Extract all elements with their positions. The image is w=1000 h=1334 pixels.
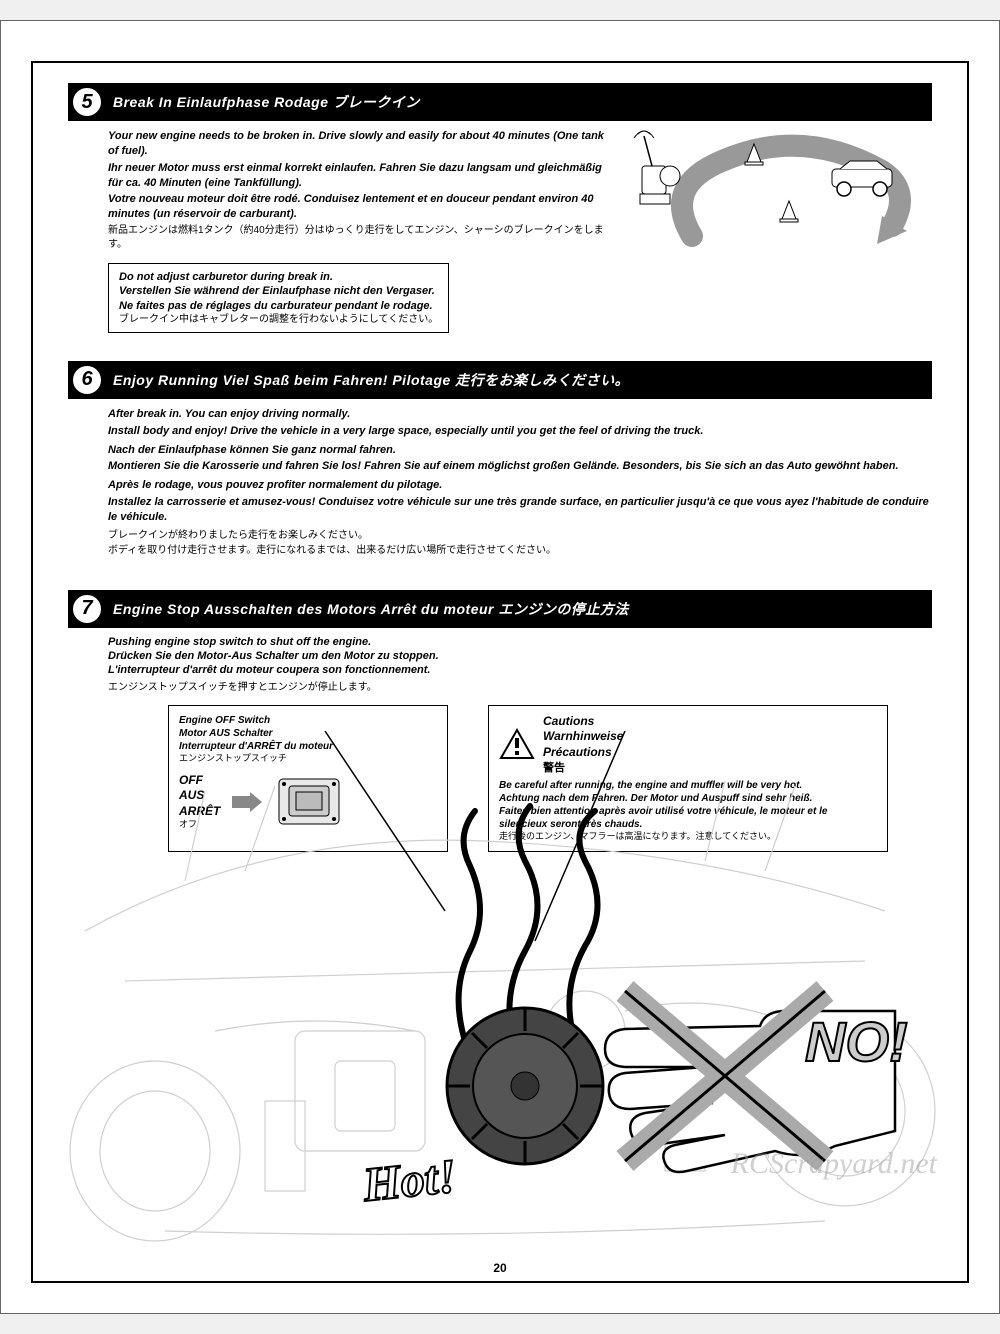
no-label: NO! xyxy=(805,1010,908,1073)
s5-note-de: Verstellen Sie während der Einlaufphase … xyxy=(119,284,438,298)
s6-en2: Install body and enjoy! Drive the vehicl… xyxy=(108,424,932,439)
section-header-7: 7 Engine Stop Ausschalten des Motors Arr… xyxy=(68,590,932,628)
s7-jp: エンジンストップスイッチを押すとエンジンが停止します。 xyxy=(108,678,932,693)
section-header-6: 6 Enjoy Running Viel Spaß beim Fahren! P… xyxy=(68,361,932,399)
s6-de1: Nach der Einlaufphase können Sie ganz no… xyxy=(108,443,932,458)
section-body-6: After break in. You can enjoy driving no… xyxy=(68,399,932,570)
s5-note-jp: ブレークイン中はキャブレターの調整を行わないようにしてください。 xyxy=(119,313,438,326)
s6-fr1: Après le rodage, vous pouvez profiter no… xyxy=(108,478,932,493)
s6-jp1: ブレークインが終わりましたら走行をお楽しみください。 xyxy=(108,529,932,543)
s5-note-en: Do not adjust carburetor during break in… xyxy=(119,270,438,284)
page-frame: 5 Break In Einlaufphase Rodage ブレークイン Yo… xyxy=(31,61,969,1283)
s5-note-box: Do not adjust carburetor during break in… xyxy=(108,263,449,333)
manual-page: 5 Break In Einlaufphase Rodage ブレークイン Yo… xyxy=(0,20,1000,1314)
step-number-7: 7 xyxy=(71,593,103,625)
s6-fr2: Installez la carrosserie et amusez-vous!… xyxy=(108,495,932,525)
watermark: RCScrapyard.net xyxy=(731,1147,937,1181)
hot-label: Hot! xyxy=(360,1149,459,1212)
section-title-6: Enjoy Running Viel Spaß beim Fahren! Pil… xyxy=(113,370,629,390)
s5-text-jp: 新品エンジンは燃料1タンク（約40分走行）分はゆっくり走行をしてエンジン、シャー… xyxy=(108,224,608,251)
s5-note-fr: Ne faites pas de réglages du carburateur… xyxy=(119,299,438,313)
section-title-5: Break In Einlaufphase Rodage ブレークイン xyxy=(113,92,420,112)
page-number: 20 xyxy=(493,1261,506,1275)
s5-text-fr: Votre nouveau moteur doit être rodé. Con… xyxy=(108,192,608,222)
section-title-7: Engine Stop Ausschalten des Motors Arrêt… xyxy=(113,599,629,619)
step-number-6: 6 xyxy=(71,364,103,396)
s5-text-en: Your new engine needs to be broken in. D… xyxy=(108,129,608,159)
section-enjoy-running: 6 Enjoy Running Viel Spaß beim Fahren! P… xyxy=(68,361,932,570)
s7-en: Pushing engine stop switch to shut off t… xyxy=(108,636,932,648)
caution-title-en: Cautions xyxy=(543,714,623,730)
s6-jp2: ボディを取り付け走行させます。走行になれるまでは、出来るだけ広い場所で走行させて… xyxy=(108,544,932,558)
s5-text-de: Ihr neuer Motor muss erst einmal korrekt… xyxy=(108,161,608,191)
step-number-5: 5 xyxy=(71,86,103,118)
s6-en1: After break in. You can enjoy driving no… xyxy=(108,407,932,422)
section-body-5: Your new engine needs to be broken in. D… xyxy=(68,121,932,341)
section-header-5: 5 Break In Einlaufphase Rodage ブレークイン xyxy=(68,83,932,121)
s7-fr: L'interrupteur d'arrêt du moteur coupera… xyxy=(108,664,932,676)
s7-de: Drücken Sie den Motor-Aus Schalter um de… xyxy=(108,650,932,662)
section-break-in: 5 Break In Einlaufphase Rodage ブレークイン Yo… xyxy=(68,83,932,341)
s6-de2: Montieren Sie die Karosserie und fahren … xyxy=(108,459,932,474)
break-in-illustration xyxy=(602,126,922,266)
switch-label-en: Engine OFF Switch xyxy=(179,714,437,727)
